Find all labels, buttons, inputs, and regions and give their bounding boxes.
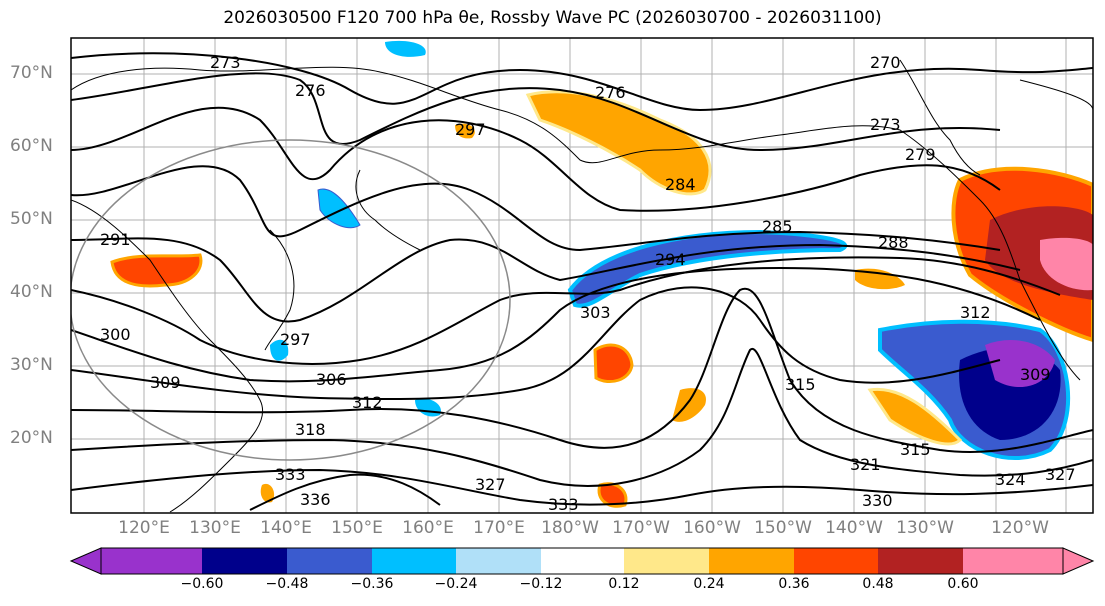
contour-label: 306 [316,370,347,389]
contour-label: 294 [655,250,686,269]
colorbar-segment [541,548,624,574]
coastlines [71,59,1093,513]
colorbar-segment [456,548,541,574]
negative-anomaly-north [385,40,426,57]
positive-anomaly-tropical [672,388,706,422]
colorbar-tick: −0.24 [434,576,478,592]
colorbar-tick: 0.36 [778,576,810,592]
lon-label: 160°E [402,518,454,538]
lon-label: 120°W [991,518,1049,538]
colorbar-extend-low [69,547,102,575]
contour-label: 336 [300,490,331,509]
map-title: 2026030500 F120 700 hPa θe, Rossby Wave … [223,8,882,28]
lat-label: 50°N [10,209,53,229]
colorbar-segment [709,548,794,574]
colorbar-tick: 0.48 [862,576,894,592]
lon-label: 160°W [683,518,741,538]
lon-label: 170°W [612,518,670,538]
map-frame [70,37,1094,514]
colorbar-segment [624,548,709,574]
theta-e-contours [71,52,1093,511]
contour-label: 315 [900,440,931,459]
lat-label: 60°N [10,136,53,156]
contour-label: 297 [455,120,486,139]
contour-label: 312 [352,393,383,412]
colorbar-tick: 0.24 [693,576,725,592]
positive-anomaly-midpacific [855,268,905,290]
contour-label: 327 [475,475,506,494]
negative-anomaly-east-china [270,339,289,361]
colorbar-tick: 0.12 [608,576,640,592]
pink-anomaly [1040,237,1093,291]
colorbar-segment [963,548,1063,574]
colorbar-tick: −0.36 [350,576,394,592]
contour-labels: 273 276 276 270 273 279 284 285 288 291 … [100,53,1076,514]
colorbar-tick: −0.48 [265,576,309,592]
anomaly-shading [110,40,1093,508]
contour-label: 276 [595,83,626,102]
positive-anomaly-west-pacific [260,483,275,503]
contour-label: 309 [150,373,181,392]
lon-label: 170°E [473,518,525,538]
contour-label: 324 [995,470,1026,489]
lon-label: 140°W [825,518,883,538]
colorbar-segment [101,548,202,574]
contour-label: 291 [100,230,131,249]
contour-label: 284 [665,175,696,194]
positive-anomaly-south [867,387,963,446]
lat-label: 20°N [10,428,53,448]
lon-label: 120°E [118,518,170,538]
purple-anomaly [985,340,1055,388]
colorbar-tick: 0.60 [947,576,979,592]
contour-label: 315 [785,375,816,394]
contour-label: 330 [862,491,893,510]
colorbar-segment [878,548,963,574]
contour-label: 318 [295,420,326,439]
colorbar-frame [100,547,1064,575]
colorbar-tick: −0.60 [180,576,224,592]
contour-label: 312 [960,303,991,322]
colorbar-segment [794,548,878,574]
lat-label: 40°N [10,282,53,302]
lon-label: 150°E [331,518,383,538]
contour-label: 273 [870,115,901,134]
contour-label: 327 [1045,465,1076,484]
contour-label: 279 [905,145,936,164]
contour-label: 273 [210,53,241,72]
contour-label: 300 [100,325,131,344]
reference-circle [71,139,511,461]
colorbar-segment [202,548,287,574]
contour-label: 276 [295,81,326,100]
contour-label: 288 [878,233,909,252]
contour-label: 333 [275,465,306,484]
lat-label: 70°N [10,63,53,83]
contour-label: 297 [280,330,311,349]
contour-label: 321 [850,455,881,474]
contour-label: 270 [870,53,901,72]
colorbar-segment [372,548,456,574]
positive-anomaly-gulf-of-alaska [525,90,712,196]
lon-label: 130°W [896,518,954,538]
contour-label: 309 [1020,365,1051,384]
contour-label: 285 [762,217,793,236]
colorbar-segment [287,548,372,574]
contour-label: 333 [548,495,579,514]
positive-anomaly-central-pacific [593,343,634,383]
contour-label: 303 [580,303,611,322]
colorbar-extend-high [1062,547,1095,575]
lat-label: 30°N [10,355,53,375]
colorbar-segments [101,548,1063,574]
lon-label: 150°W [754,518,812,538]
lon-label: 130°E [189,518,241,538]
map-layer: 273 276 276 270 273 279 284 285 288 291 … [71,38,1093,514]
lon-label: 140°E [260,518,312,538]
positive-anomaly-yellow [455,123,475,139]
colorbar-tick: −0.12 [519,576,563,592]
lon-label: 180°W [541,518,599,538]
colorbar [69,547,1095,575]
